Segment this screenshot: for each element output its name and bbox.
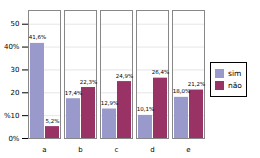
svg-text:12,9%: 12,9% [101, 100, 118, 106]
svg-text:18,0%: 18,0% [173, 88, 190, 94]
svg-text:5,2%: 5,2% [46, 118, 60, 124]
svg-text:a: a [42, 146, 46, 154]
svg-text:c: c [115, 146, 119, 154]
svg-text:17,4%: 17,4% [65, 90, 82, 96]
svg-text:e: e [186, 146, 190, 154]
svg-text:40%: 40% [4, 43, 20, 51]
html-text:não: não [228, 80, 242, 90]
svg-text:30: 30 [11, 66, 20, 74]
svg-text:d: d [150, 146, 154, 154]
svg-text:0%: 0% [8, 135, 19, 143]
svg-text:24,9%: 24,9% [116, 73, 133, 79]
svg-text:20: 20 [11, 89, 20, 97]
svg-text:b: b [78, 146, 83, 154]
svg-text:21,2%: 21,2% [188, 81, 205, 87]
svg-text:26,4%: 26,4% [152, 69, 169, 75]
svg-text:%10: %10 [4, 112, 20, 120]
svg-text:22,3%: 22,3% [80, 79, 97, 85]
svg-text:10,1%: 10,1% [137, 106, 154, 112]
svg-text:50: 50 [11, 20, 20, 28]
html-text:sim: sim [228, 68, 242, 78]
svg-text:41,6%: 41,6% [29, 34, 46, 40]
